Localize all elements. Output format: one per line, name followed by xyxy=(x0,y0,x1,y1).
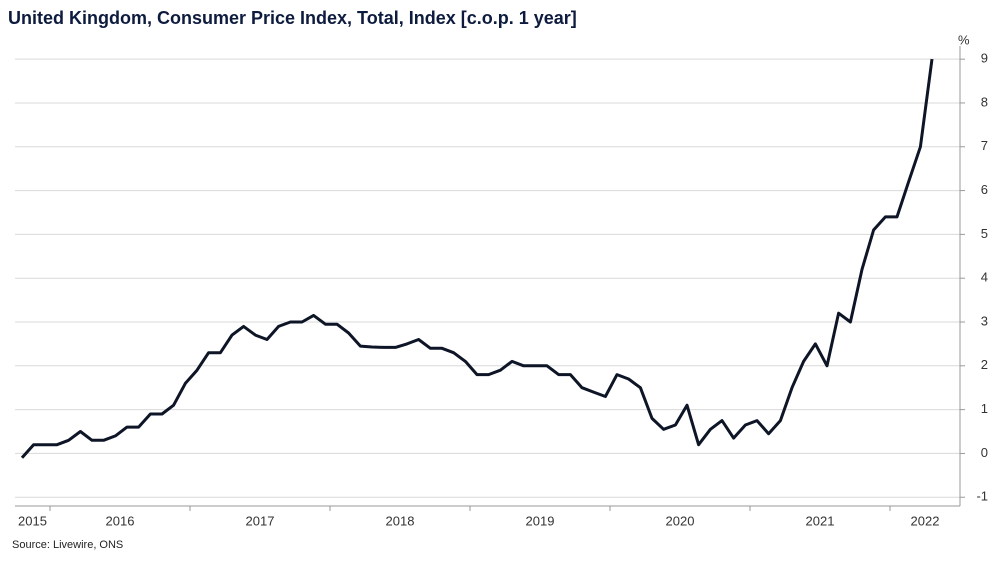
y-tick-label: 3 xyxy=(981,313,988,328)
x-tick-label: 2022 xyxy=(911,513,940,528)
y-tick-label: 7 xyxy=(981,138,988,153)
x-tick-label: 2019 xyxy=(526,513,555,528)
x-tick-label: 2018 xyxy=(386,513,415,528)
x-tick-label: 2015 xyxy=(18,513,47,528)
y-tick-label: -1 xyxy=(976,489,988,504)
y-tick-label: 4 xyxy=(981,270,988,285)
x-tick-label: 2016 xyxy=(106,513,135,528)
x-tick-label: 2017 xyxy=(246,513,275,528)
y-tick-label: 1 xyxy=(981,401,988,416)
y-tick-label: 5 xyxy=(981,226,988,241)
y-tick-label: 0 xyxy=(981,445,988,460)
x-tick-label: 2020 xyxy=(666,513,695,528)
y-tick-label: 2 xyxy=(981,357,988,372)
y-unit: % xyxy=(958,32,970,47)
chart-title: United Kingdom, Consumer Price Index, To… xyxy=(8,8,577,28)
line-series xyxy=(20,58,934,459)
y-tick-label: 6 xyxy=(981,182,988,197)
y-tick-label: 9 xyxy=(981,51,988,66)
source: Source: Livewire, ONS xyxy=(12,539,123,551)
y-tick-label: 8 xyxy=(981,94,988,109)
x-tick-label: 2021 xyxy=(806,513,835,528)
